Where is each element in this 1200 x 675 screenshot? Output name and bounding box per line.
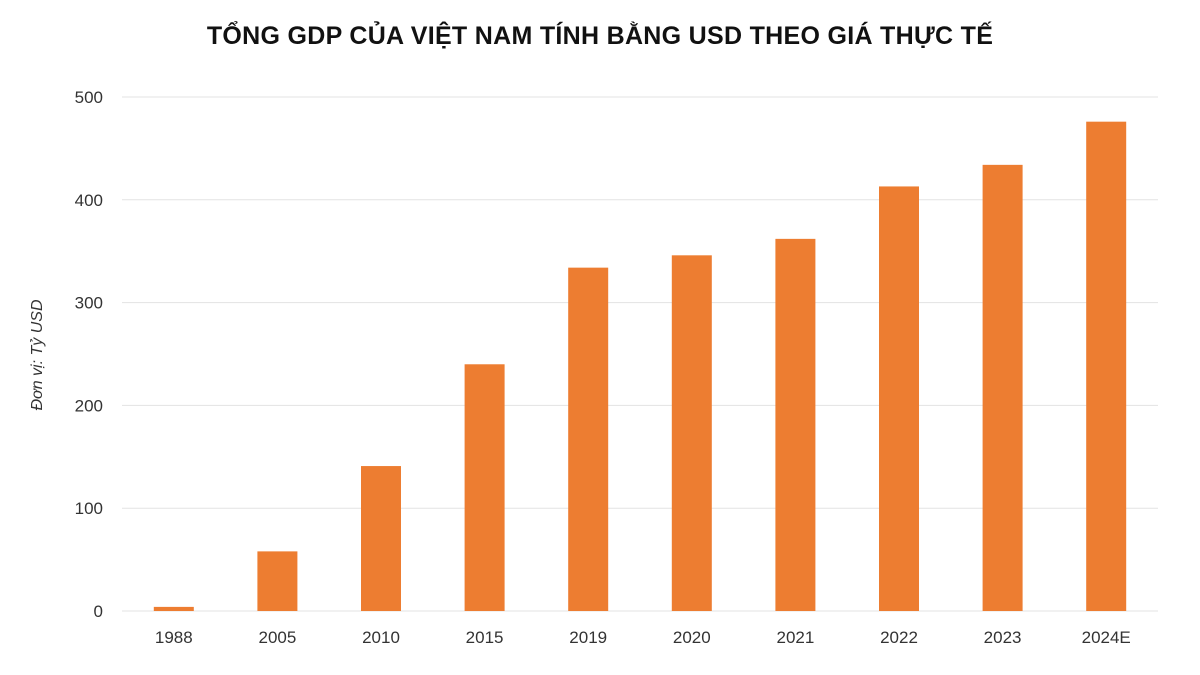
x-tick-label: 2005 (258, 628, 296, 647)
bar-2022 (879, 186, 919, 611)
x-tick-label: 2021 (776, 628, 814, 647)
y-tick-label: 100 (75, 499, 103, 518)
x-tick-label: 2020 (673, 628, 711, 647)
bar-1988 (153, 606, 194, 611)
bars (153, 121, 1127, 611)
bar-2005 (257, 551, 298, 611)
x-tick-label: 1988 (155, 628, 193, 647)
bar-2019 (568, 267, 609, 611)
y-tick-labels: 0 100 200 300 400 500 (75, 88, 103, 621)
bar-2020 (671, 255, 712, 611)
y-tick-label: 300 (75, 294, 103, 313)
bar-2010 (361, 466, 401, 611)
y-tick-label: 500 (75, 88, 103, 107)
y-tick-label: 0 (94, 602, 103, 621)
x-tick-label: 2019 (569, 628, 607, 647)
x-tick-label: 2022 (880, 628, 918, 647)
y-tick-label: 200 (75, 396, 103, 415)
bar-2015 (464, 364, 505, 611)
x-tick-label: 2015 (466, 628, 504, 647)
chart-title: TỔNG GDP CỦA VIỆT NAM TÍNH BẰNG USD THEO… (206, 22, 994, 50)
x-tick-label: 2024E (1082, 628, 1131, 647)
bar-2023 (982, 164, 1023, 611)
bar-2024E (1086, 121, 1127, 611)
x-tick-label: 2023 (984, 628, 1022, 647)
x-tick-labels: 1988 2005 2010 2015 2019 2020 2021 2022 2023 2024… (155, 628, 1131, 647)
bar-2021 (775, 238, 816, 611)
y-tick-label: 400 (75, 191, 103, 210)
x-tick-label: 2010 (362, 628, 400, 647)
